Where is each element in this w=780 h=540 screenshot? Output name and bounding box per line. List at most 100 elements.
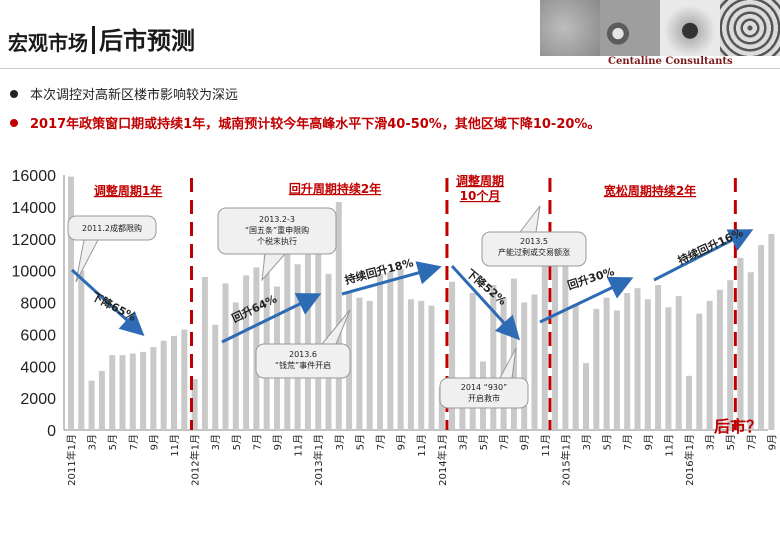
logo-tile-sand — [540, 0, 600, 56]
bar — [737, 257, 744, 430]
y-tick-label: 16000 — [12, 168, 57, 185]
x-tick-label: 11月 — [293, 434, 305, 457]
x-tick-label: 2012年1月 — [189, 434, 202, 486]
phase-label: 调整周期 10个月 — [456, 173, 504, 203]
logo-tile-stone — [660, 0, 720, 56]
bar — [675, 296, 682, 430]
bar — [747, 272, 754, 430]
phase-label: 调整周期1年 — [94, 183, 162, 198]
bar — [593, 308, 600, 430]
phase-label: 宽松周期持续2年 — [603, 183, 696, 198]
callout-text: 2013.2-3 “国五条”重申限购个税末执行 — [245, 215, 309, 246]
x-tick-label: 2015年1月 — [559, 434, 572, 486]
x-tick-label: 5月 — [725, 434, 737, 450]
future-label: 后市？ — [714, 417, 762, 436]
bullet-list: 本次调控对高新区楼市影响较为深远 2017年政策窗口期或持续1年，城南预计较今年… — [10, 84, 600, 142]
bar — [397, 269, 404, 430]
bar — [315, 226, 322, 430]
bar — [696, 313, 703, 430]
market-cycle-bar-chart: 0 2000 4000 6000 8000 10000 12000 14000 16000 201… — [12, 168, 779, 486]
bar — [407, 299, 414, 430]
title-sub: 后市预测 — [99, 27, 195, 55]
bar — [243, 275, 250, 430]
bar — [98, 371, 105, 430]
x-tick-label: 9月 — [766, 434, 778, 450]
bar — [768, 233, 775, 430]
bar — [438, 386, 445, 430]
bullet-item: 2017年政策窗口期或持续1年，城南预计较今年高峰水平下滑40-50%，其他区域… — [10, 113, 600, 132]
bar — [150, 347, 157, 430]
callout-box — [255, 343, 351, 379]
x-tick-label: 7月 — [622, 434, 634, 450]
callout-tail — [518, 205, 541, 233]
bar — [727, 280, 734, 430]
bullet-dot-icon — [10, 118, 18, 127]
x-tick-label: 5月 — [107, 434, 119, 450]
x-tick-label: 7月 — [746, 434, 758, 450]
bar — [88, 380, 95, 430]
x-tick-label: 11月 — [663, 434, 675, 457]
bar — [191, 379, 198, 430]
x-tick-label: 5月 — [354, 434, 366, 450]
title-divider — [92, 26, 95, 54]
x-tick-label: 2014年1月 — [436, 434, 449, 486]
bar — [706, 300, 713, 430]
x-tick-label: 7月 — [499, 434, 511, 450]
bar — [263, 246, 270, 430]
x-tick-label: 2013年1月 — [312, 434, 325, 486]
x-tick-label: 9月 — [643, 434, 655, 450]
bar — [521, 302, 528, 430]
x-tick-label: 7月 — [375, 434, 387, 450]
bar — [603, 297, 610, 430]
y-tick-label: 0 — [47, 423, 56, 440]
callout-text: 2013.5 产能过剩或交易额涨 — [498, 237, 570, 257]
callout-text: 2013.6 “钱荒”事件开启 — [275, 350, 331, 370]
x-tick-label: 3月 — [87, 434, 99, 450]
x-tick-label: 9月 — [396, 434, 408, 450]
x-tick-label: 9月 — [519, 434, 531, 450]
trend-label: 下降65% — [89, 289, 138, 324]
bar — [129, 353, 136, 430]
bar — [469, 292, 476, 430]
logo-image-strip — [540, 0, 780, 56]
phase-label: 回升周期持续2年 — [289, 181, 381, 196]
bar — [212, 324, 219, 430]
y-tick-label: 12000 — [12, 232, 57, 249]
bar — [387, 272, 394, 430]
bar — [222, 283, 229, 430]
callout-tail — [261, 253, 287, 282]
y-tick-label: 14000 — [12, 200, 57, 217]
x-tick-label: 5月 — [602, 434, 614, 450]
company-logo-text: Centaline Consultants — [608, 56, 733, 67]
trend-arrow — [70, 268, 145, 337]
y-tick-label: 10000 — [12, 264, 57, 281]
x-tick-label: 9月 — [148, 434, 160, 450]
bar — [356, 297, 363, 430]
trend-arrow — [450, 264, 521, 341]
y-tick-label: 2000 — [20, 391, 56, 408]
x-tick-label: 5月 — [231, 434, 243, 450]
callout-text: 2014 “930”开启救市 — [461, 383, 507, 403]
x-tick-label: 7月 — [251, 434, 263, 450]
bar — [201, 277, 208, 430]
x-tick-label: 3月 — [705, 434, 717, 450]
x-tick-label: 9月 — [272, 434, 284, 450]
x-tick-label: 5月 — [478, 434, 490, 450]
bullet-dot-icon — [10, 89, 18, 98]
callout-box — [481, 231, 587, 267]
y-tick-label: 6000 — [20, 327, 56, 344]
x-tick-label: 3月 — [210, 434, 222, 450]
bar — [583, 363, 589, 430]
x-tick-label: 7月 — [128, 434, 140, 450]
bar — [655, 284, 662, 430]
x-tick-label: 2011年1月 — [65, 434, 78, 486]
bar — [140, 351, 147, 430]
callout-box — [439, 377, 529, 409]
page-title: 宏观市场 后市预测 — [8, 20, 195, 56]
x-tick-label: 3月 — [581, 434, 593, 450]
bar — [160, 340, 167, 430]
bar — [335, 202, 342, 430]
logo-tile-pebbles — [600, 0, 660, 56]
bar — [562, 261, 569, 430]
bar — [665, 307, 672, 430]
